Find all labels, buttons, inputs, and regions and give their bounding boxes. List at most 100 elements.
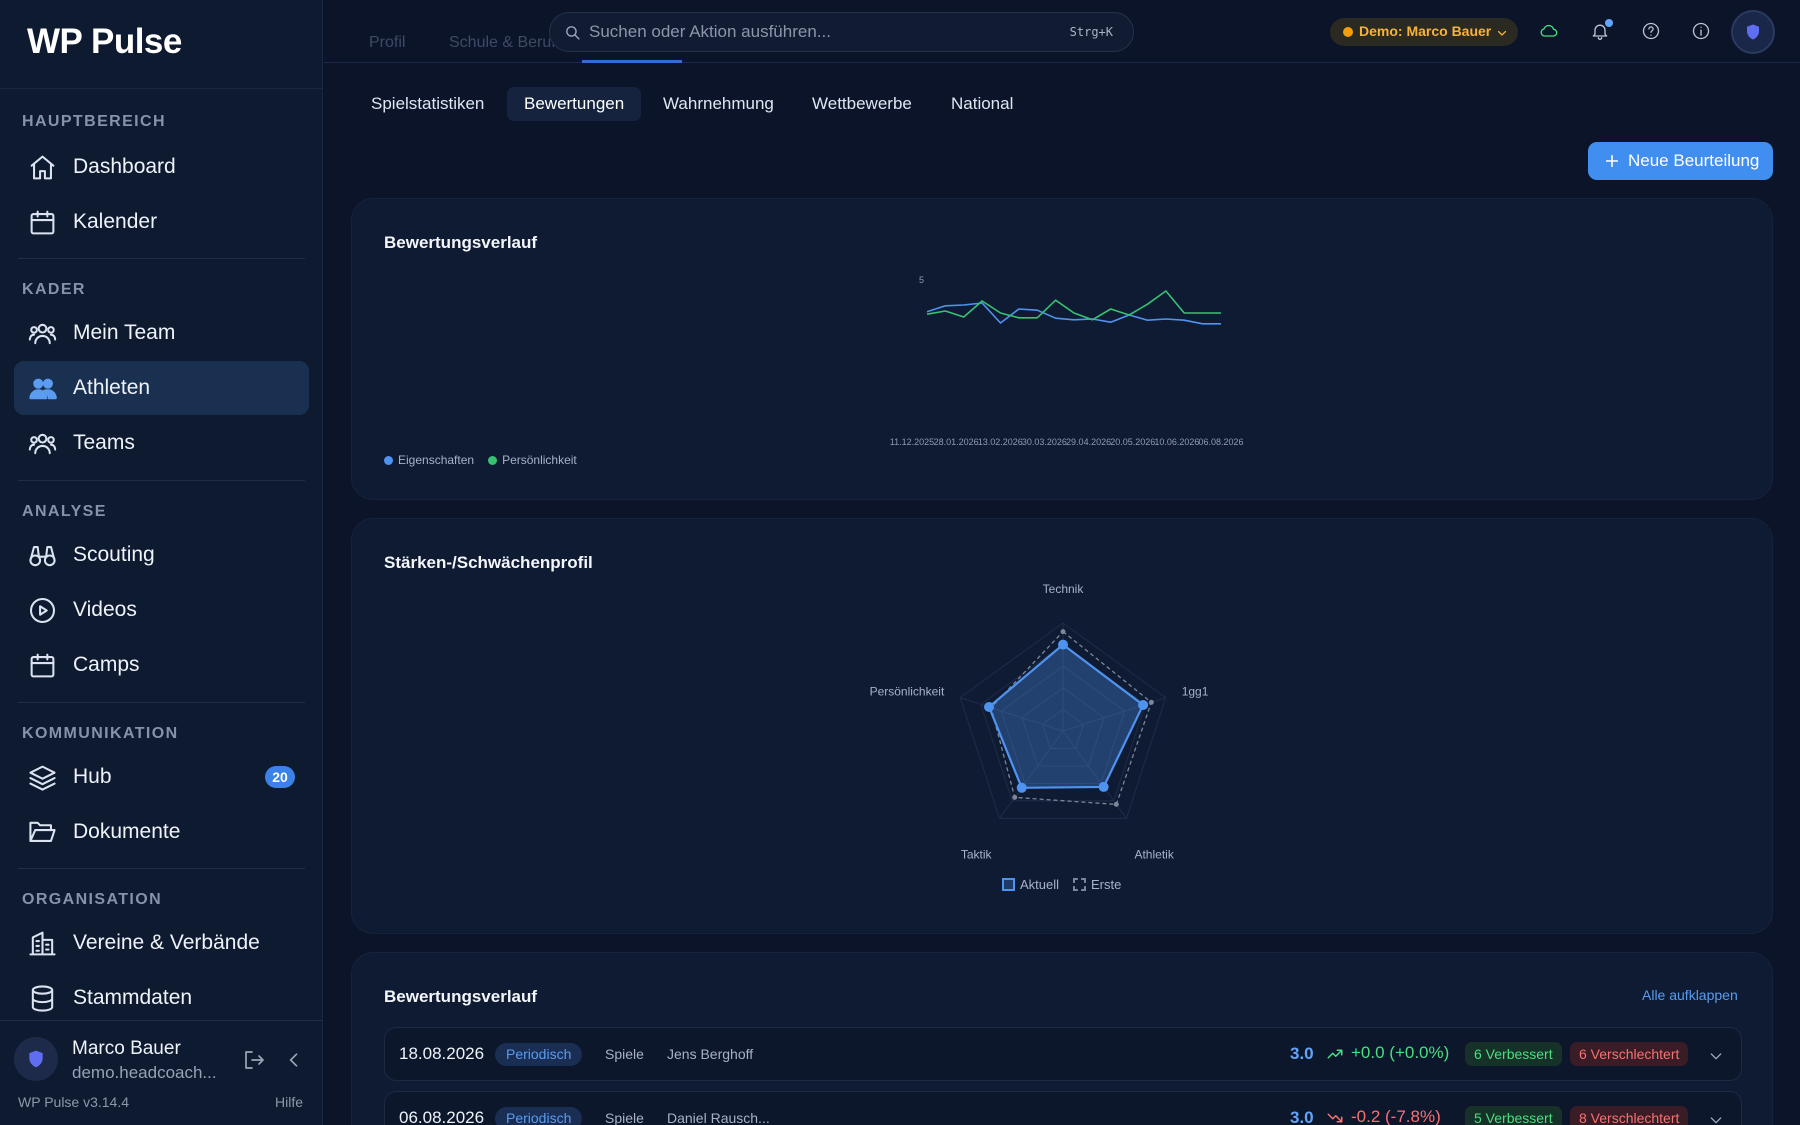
cloud-icon[interactable] — [1539, 21, 1559, 41]
sidebar-item-teams[interactable]: Teams — [14, 416, 309, 470]
row-score: 3.0 — [1290, 1044, 1314, 1063]
tab-schule-beruf[interactable]: Schule & Beruf — [449, 34, 556, 51]
notification-dot — [1605, 19, 1613, 27]
type-badge: Periodisch — [495, 1107, 583, 1125]
row-coach: Daniel Rausch... — [667, 1110, 770, 1125]
radar-grid-ring — [1041, 708, 1085, 749]
row-delta: -0.2 (-7.8%) — [1351, 1107, 1441, 1125]
tab-profil[interactable]: Profil — [369, 34, 406, 51]
divider — [18, 480, 305, 481]
user-name: Marco Bauer — [72, 1038, 181, 1059]
trend-down-icon — [1326, 1109, 1344, 1125]
radar-grid-ring — [959, 622, 1167, 819]
radar-point-erste — [1113, 801, 1119, 807]
x-tick-label: 20.05.2026 — [1110, 437, 1155, 447]
sidebar-item-label: Camps — [73, 653, 140, 676]
tab-wettbewerbe[interactable]: Wettbewerbe — [812, 94, 912, 113]
legend-aktuell[interactable]: Aktuell — [1002, 877, 1059, 892]
sidebar-item-kalender[interactable]: Kalender — [14, 195, 309, 249]
radar-grid-ring — [1000, 665, 1126, 784]
legend-erste[interactable]: Erste — [1073, 877, 1121, 892]
demo-label: Demo: Marco Bauer — [1359, 23, 1492, 39]
radar-series-aktuell — [987, 643, 1145, 789]
avatar[interactable] — [1731, 10, 1775, 54]
binoculars-icon — [28, 541, 57, 570]
chevron-left-icon[interactable] — [284, 1050, 304, 1070]
divider — [18, 258, 305, 259]
chevron-down-icon[interactable] — [1708, 1048, 1724, 1064]
calendar-icon — [28, 208, 57, 237]
sidebar-item-label: Kalender — [73, 210, 158, 233]
info-icon[interactable] — [1691, 21, 1711, 41]
sidebar-item-videos[interactable]: Videos — [14, 583, 309, 637]
help-link[interactable]: Hilfe — [275, 1094, 304, 1110]
demo-user-switcher[interactable]: Demo: Marco Bauer — [1330, 18, 1518, 46]
sidebar-item-label: Mein Team — [73, 321, 176, 344]
topbar — [324, 0, 1800, 63]
expand-all-link[interactable]: Alle aufklappen — [1642, 987, 1738, 1003]
table-row[interactable]: 18.08.2026 Periodisch Spiele Jens Bergho… — [384, 1027, 1742, 1081]
x-tick-label: 13.02.2026 — [978, 437, 1023, 447]
sidebar-item-label: Teams — [73, 431, 135, 454]
sidebar-item-stammdaten[interactable]: Stammdaten — [14, 971, 309, 1025]
sidebar-item-dokumente[interactable]: Dokumente — [14, 805, 309, 859]
sidebar-item-vereine-verbaende[interactable]: Vereine & Verbände — [14, 916, 309, 970]
legend-swatch — [1002, 878, 1015, 891]
active-tab-indicator — [582, 60, 682, 63]
table-row[interactable]: 06.08.2026 Periodisch Spiele Daniel Raus… — [384, 1091, 1742, 1125]
sidebar-item-label: Scouting — [73, 543, 155, 566]
radar-point-aktuell — [984, 701, 995, 712]
search-icon — [564, 24, 581, 41]
radar-point-erste — [1148, 699, 1154, 705]
sidebar-item-mein-team[interactable]: Mein Team — [14, 306, 309, 360]
new-assessment-button[interactable]: Neue Beurteilung — [1588, 142, 1773, 180]
legend-label[interactable]: Persönlichkeit — [502, 453, 577, 467]
radar-axis-label: Technik — [1043, 582, 1085, 596]
database-icon — [28, 984, 57, 1013]
search-input[interactable]: Suchen oder Aktion ausführen... Strg+K — [549, 12, 1134, 52]
plus-icon — [1604, 153, 1620, 169]
type-badge: Periodisch — [495, 1043, 583, 1066]
x-tick-label: 06.08.2026 — [1198, 437, 1243, 447]
improved-badge: 6 Verbessert — [1465, 1042, 1562, 1066]
row-delta: +0.0 (+0.0%) — [1351, 1043, 1450, 1062]
tab-wahrnehmung[interactable]: Wahrnehmung — [663, 94, 774, 113]
trend-up-icon — [1326, 1045, 1344, 1063]
radar-axis-label: Athletik — [1134, 847, 1174, 861]
user-email: demo.headcoach... — [72, 1063, 217, 1082]
chevron-down-icon[interactable] — [1708, 1112, 1724, 1125]
bell-icon[interactable] — [1590, 21, 1610, 41]
avatar[interactable] — [14, 1037, 58, 1081]
sidebar-item-label: Dashboard — [73, 155, 176, 178]
sidebar-item-hub[interactable]: Hub 20 — [14, 750, 309, 804]
logout-icon[interactable] — [242, 1048, 266, 1072]
sidebar-item-scouting[interactable]: Scouting — [14, 528, 309, 582]
sidebar: WP Pulse HAUPTBEREICH Dashboard Kalender… — [0, 0, 323, 1125]
sidebar-item-athleten[interactable]: Athleten — [14, 361, 309, 415]
radar-axis-line — [999, 730, 1064, 819]
tab-bewertungen[interactable]: Bewertungen — [507, 87, 642, 121]
divider — [18, 868, 305, 869]
tab-national[interactable]: National — [951, 94, 1014, 113]
shield-icon — [1747, 24, 1759, 40]
strength-profile-card: Stärken-/Schwächenprofil Technik 1gg1 Athl… — [351, 518, 1773, 934]
series-line-eigenschaften — [926, 302, 1221, 325]
app-logo[interactable]: WP Pulse — [27, 22, 182, 61]
legend-swatch — [1073, 878, 1086, 891]
row-date: 06.08.2026 — [399, 1108, 485, 1125]
improved-badge: 5 Verbessert — [1465, 1106, 1562, 1125]
tab-spielstatistiken[interactable]: Spielstatistiken — [371, 94, 485, 113]
radar-chart: Technik 1gg1 Athletik Taktik Persönlichkeit — [870, 582, 1209, 861]
sidebar-item-label: Stammdaten — [73, 986, 193, 1009]
sidebar-item-dashboard[interactable]: Dashboard — [14, 140, 309, 194]
help-circle-icon[interactable] — [1641, 21, 1661, 41]
card-title: Bewertungsverlauf — [384, 987, 538, 1006]
legend-label[interactable]: Eigenschaften — [398, 453, 475, 467]
line-chart: 5 11.12.2025 28.01.2026 13.02.2026 30.03.202… — [890, 275, 1244, 447]
series-line-persönlichkeit — [926, 290, 1221, 321]
search-placeholder: Suchen oder Aktion ausführen... — [589, 22, 831, 41]
sidebar-item-camps[interactable]: Camps — [14, 638, 309, 692]
section-hauptbereich: HAUPTBEREICH — [22, 113, 166, 130]
radar-point-erste — [1012, 794, 1018, 800]
divider — [18, 702, 305, 703]
